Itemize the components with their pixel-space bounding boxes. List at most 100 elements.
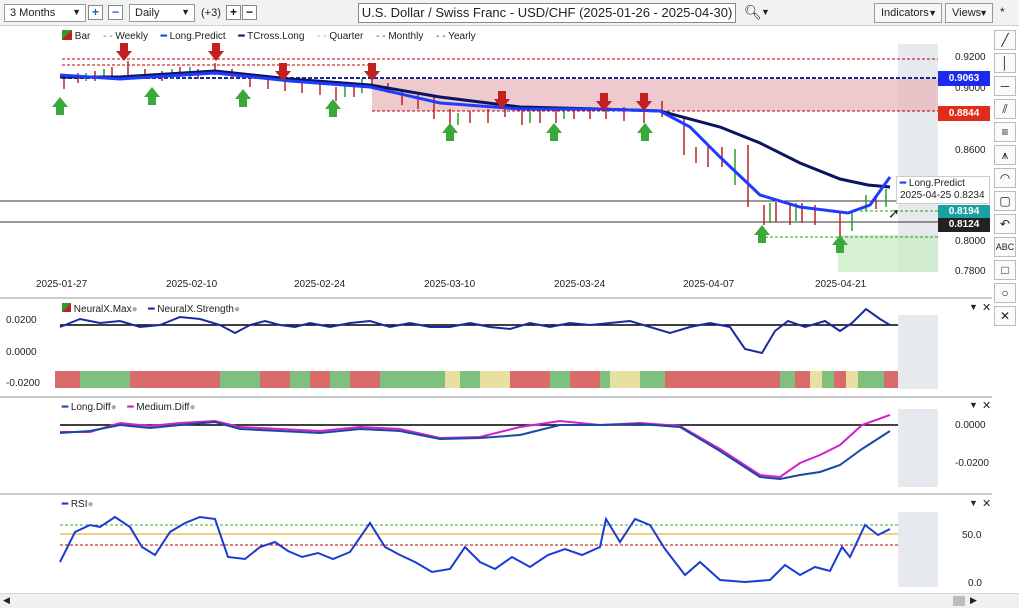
monthly-zone (372, 79, 938, 111)
weekly-zone (838, 235, 938, 272)
interval-value: Daily (135, 7, 160, 19)
indicators-button[interactable]: Indicators ▼ (874, 3, 942, 23)
dash-icon: - - (103, 31, 113, 42)
tooltip-value: 0.8234 (953, 190, 985, 201)
cursor-icon: ➚ (888, 205, 900, 221)
undo-icon[interactable]: ↶ (994, 214, 1016, 234)
rsi-tick: 0.0 (968, 578, 982, 589)
draw-line-icon[interactable]: ╱ (994, 30, 1016, 50)
neural-strength-bar (55, 371, 898, 388)
chevron-down-icon: ▼ (928, 8, 937, 18)
price-tick: 0.8600 (955, 145, 986, 156)
horizontal-scrollbar[interactable]: ◀ ▶ (0, 593, 1019, 608)
buy-arrows (52, 87, 848, 253)
price-label-monthly: 0.8844 (938, 106, 990, 121)
date-tick: 2025-03-24 (554, 279, 606, 290)
extra-count: (+3) (201, 7, 221, 19)
legend-neuralx-max[interactable]: NeuralX.Max (73, 304, 132, 315)
views-button[interactable]: Views ▼ (945, 3, 993, 23)
close-icon[interactable]: ✕ (994, 306, 1016, 326)
dot-icon: ● (233, 304, 240, 315)
close-icon[interactable]: ✕ (982, 400, 992, 412)
vertical-line-icon[interactable]: │ (994, 53, 1016, 73)
neural-legend: NeuralX.Max● ━ NeuralX.Strength● (62, 303, 240, 315)
comment-icon[interactable]: ▢ (994, 191, 1016, 211)
long-diff-line (59, 420, 891, 481)
text-tool-icon[interactable]: ABC (994, 237, 1016, 257)
pitchfork-icon[interactable]: ⩚ (994, 145, 1016, 165)
dash-icon: - - (317, 31, 327, 42)
chevron-right-icon[interactable]: ▶ (970, 595, 977, 605)
neural-tick: 0.0200 (6, 315, 37, 326)
chevron-down-icon[interactable]: ▼ (969, 400, 978, 410)
legend-monthly[interactable]: Monthly (388, 31, 424, 42)
scrollbar-thumb[interactable] (953, 596, 965, 606)
sell-arrows (116, 43, 652, 111)
medium-diff-line (60, 414, 891, 479)
dot-icon: ● (87, 499, 94, 510)
price-label-yearly: 0.9063 (938, 71, 990, 86)
zoom-in-button[interactable]: + (88, 5, 103, 20)
dash-icon: - - (436, 31, 446, 42)
legend-rsi[interactable]: RSI (70, 499, 88, 510)
neuralx-strength-line (59, 307, 891, 355)
legend-weekly[interactable]: Weekly (115, 31, 148, 42)
price-label-support: 0.8124 (938, 218, 990, 232)
indicators-label: Indicators (881, 7, 929, 19)
dot-icon: ● (131, 304, 138, 315)
tooltip-name: Long.Predict (908, 178, 965, 189)
chart-canvas[interactable] (0, 27, 992, 594)
date-tick: 2025-04-07 (683, 279, 735, 290)
dash-icon: - - (376, 31, 386, 42)
line-icon: ━ (148, 304, 155, 315)
legend-bar[interactable]: Bar (74, 31, 91, 42)
neural-tick: -0.0200 (6, 378, 40, 389)
legend-neuralx-strength[interactable]: NeuralX.Strength (157, 304, 234, 315)
legend-tcross-long[interactable]: TCross.Long (247, 31, 305, 42)
interval-select[interactable]: Daily ▼ (129, 4, 195, 22)
chevron-down-icon[interactable]: ▼ (969, 302, 978, 312)
legend-long-diff[interactable]: Long.Diff (70, 402, 111, 413)
close-icon[interactable]: ✕ (982, 302, 992, 314)
legend-quarter[interactable]: Quarter (329, 31, 364, 42)
line-icon: ━ (62, 402, 69, 413)
legend-yearly[interactable]: Yearly (448, 31, 476, 42)
pin-icon[interactable]: * (1000, 5, 1005, 19)
line-icon: ━ (62, 499, 69, 510)
price-tick: 0.8000 (955, 236, 986, 247)
future-zone (898, 409, 938, 487)
chevron-down-icon: ▼ (72, 7, 81, 17)
zoom-out-button[interactable]: − (108, 5, 123, 20)
chevron-down-icon[interactable]: ▼ (761, 7, 770, 17)
arc-icon[interactable]: ◠ (994, 168, 1016, 188)
ellipse-icon[interactable]: ○ (994, 283, 1016, 303)
line-icon: ━ (238, 31, 245, 42)
legend-long-predict[interactable]: Long.Predict (169, 31, 226, 42)
channel-icon[interactable]: ⫽ (994, 99, 1016, 119)
close-icon[interactable]: ✕ (982, 498, 992, 510)
rsi-tick: 50.0 (962, 530, 982, 541)
chevron-left-icon[interactable]: ◀ (3, 595, 10, 605)
fibonacci-icon[interactable]: ≡ (994, 122, 1016, 142)
remove-button[interactable]: − (242, 5, 257, 20)
date-tick: 2025-02-24 (294, 279, 346, 290)
price-tick: 0.7800 (955, 266, 986, 277)
chevron-down-icon[interactable]: ▼ (969, 498, 978, 508)
bar-icon (62, 30, 72, 40)
dot-icon: ● (110, 402, 117, 413)
date-tick: 2025-02-10 (166, 279, 218, 290)
date-tick: 2025-04-21 (815, 279, 867, 290)
line-icon: ━ (127, 402, 134, 413)
diff-tick: 0.0000 (955, 420, 986, 431)
legend-medium-diff[interactable]: Medium.Diff (136, 402, 190, 413)
period-select[interactable]: 3 Months ▼ (4, 4, 86, 22)
rectangle-icon[interactable]: □ (994, 260, 1016, 280)
long-predict-tooltip: ━ Long.Predict 2025-04-25 0.8234 (896, 176, 990, 204)
add-button[interactable]: + (226, 5, 241, 20)
search-icon[interactable]: 🔍︎ (744, 4, 762, 20)
horizontal-line-icon[interactable]: ─ (994, 76, 1016, 96)
instrument-title[interactable]: U.S. Dollar / Swiss Franc - USD/CHF (202… (358, 3, 736, 23)
main-legend: Bar - - Weekly ━ Long.Predict ━ TCross.L… (62, 30, 476, 42)
date-tick: 2025-01-27 (36, 279, 88, 290)
period-value: 3 Months (10, 7, 56, 19)
